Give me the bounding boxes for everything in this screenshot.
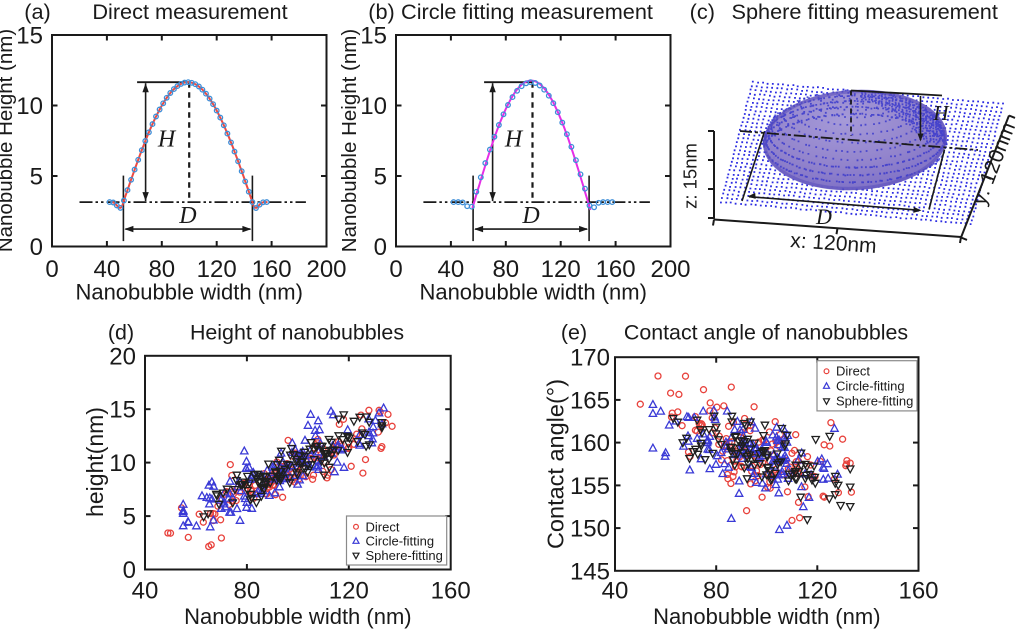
- svg-text:5: 5: [374, 164, 387, 191]
- svg-text:Circle-fitting: Circle-fitting: [836, 379, 905, 394]
- svg-text:160: 160: [431, 578, 471, 605]
- svg-text:H: H: [932, 101, 950, 125]
- svg-text:Circle fitting measurement: Circle fitting measurement: [401, 0, 653, 24]
- svg-text:Contact angle(°): Contact angle(°): [543, 379, 569, 549]
- svg-text:D: D: [521, 203, 539, 229]
- svg-text:10: 10: [16, 93, 43, 120]
- svg-text:80: 80: [234, 578, 261, 605]
- svg-text:80: 80: [148, 256, 175, 283]
- svg-text:120: 120: [541, 256, 581, 283]
- svg-text:(b): (b): [368, 0, 395, 24]
- svg-text:160: 160: [898, 578, 938, 605]
- svg-text:20: 20: [109, 343, 136, 370]
- svg-text:145: 145: [570, 558, 610, 585]
- svg-text:Nanobubble width (nm): Nanobubble width (nm): [419, 280, 646, 305]
- svg-text:200: 200: [650, 256, 690, 283]
- svg-text:(c): (c): [690, 0, 715, 24]
- svg-text:200: 200: [306, 256, 346, 283]
- svg-text:5: 5: [123, 504, 136, 531]
- svg-text:15: 15: [109, 397, 136, 424]
- svg-text:z: 15nm: z: 15nm: [680, 143, 701, 209]
- svg-text:120: 120: [197, 256, 237, 283]
- svg-text:155: 155: [570, 473, 610, 500]
- svg-text:160: 160: [252, 256, 292, 283]
- svg-text:(e): (e): [561, 321, 587, 345]
- svg-text:80: 80: [492, 256, 519, 283]
- svg-text:Sphere fitting measurement: Sphere fitting measurement: [731, 0, 997, 24]
- svg-text:170: 170: [570, 345, 610, 372]
- svg-text:0: 0: [123, 557, 136, 584]
- svg-text:Nanobubble Height (nm): Nanobubble Height (nm): [0, 29, 17, 252]
- svg-text:Direct: Direct: [836, 364, 870, 379]
- svg-text:160: 160: [596, 256, 636, 283]
- svg-text:Sphere-fitting: Sphere-fitting: [366, 548, 443, 563]
- svg-text:80: 80: [703, 578, 730, 605]
- svg-text:150: 150: [570, 516, 610, 543]
- svg-text:Circle-fitting: Circle-fitting: [366, 534, 435, 549]
- svg-text:H: H: [157, 127, 177, 153]
- svg-text:Contact angle of nanobubbles: Contact angle of nanobubbles: [624, 321, 908, 345]
- svg-text:height(nm): height(nm): [82, 407, 108, 517]
- svg-text:10: 10: [109, 450, 136, 477]
- svg-text:165: 165: [570, 387, 610, 414]
- svg-text:40: 40: [438, 256, 465, 283]
- svg-text:15: 15: [360, 23, 387, 50]
- svg-text:40: 40: [94, 256, 121, 283]
- svg-text:160: 160: [570, 430, 610, 457]
- svg-text:Nanobubble width (nm): Nanobubble width (nm): [184, 604, 411, 629]
- svg-text:Direct: Direct: [366, 519, 400, 534]
- svg-text:120: 120: [797, 578, 837, 605]
- svg-text:(d): (d): [108, 321, 134, 345]
- svg-text:5: 5: [30, 164, 43, 191]
- svg-text:120: 120: [329, 578, 369, 605]
- svg-text:40: 40: [602, 578, 629, 605]
- svg-text:0: 0: [389, 256, 402, 283]
- svg-text:(a): (a): [24, 0, 51, 24]
- svg-text:D: D: [815, 204, 832, 229]
- svg-text:0: 0: [45, 256, 58, 283]
- svg-text:H: H: [504, 127, 524, 153]
- svg-text:Sphere-fitting: Sphere-fitting: [836, 394, 913, 409]
- svg-text:0: 0: [30, 234, 43, 261]
- svg-text:10: 10: [360, 93, 387, 120]
- svg-text:Direct measurement: Direct measurement: [92, 0, 287, 24]
- svg-text:Nanobubble width (nm): Nanobubble width (nm): [75, 280, 302, 305]
- svg-text:40: 40: [132, 578, 159, 605]
- svg-text:Nanobubble Height (nm): Nanobubble Height (nm): [338, 29, 361, 252]
- svg-text:15: 15: [16, 23, 43, 50]
- svg-text:0: 0: [374, 234, 387, 261]
- svg-text:Height of nanobubbles: Height of nanobubbles: [190, 321, 404, 345]
- svg-text:D: D: [178, 203, 196, 229]
- svg-text:Nanobubble width (nm): Nanobubble width (nm): [653, 604, 880, 629]
